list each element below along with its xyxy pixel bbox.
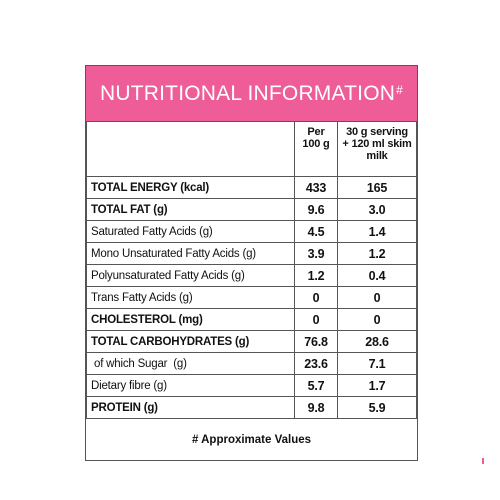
nutrient-value: 0 bbox=[294, 286, 338, 309]
column-header: 30 g serving + 120 ml skim milk bbox=[337, 121, 417, 177]
header-cell bbox=[86, 121, 295, 177]
nutrient-value: 1.2 bbox=[337, 242, 417, 265]
table-row: Saturated Fatty Acids (g) 4.5 1.4 bbox=[86, 220, 417, 243]
nutrient-value: 0 bbox=[337, 286, 417, 309]
nutrient-label: Trans Fatty Acids (g) bbox=[86, 286, 295, 309]
table-row: of which Sugar (g) 23.6 7.1 bbox=[86, 352, 417, 375]
nutrient-label: TOTAL ENERGY (kcal) bbox=[86, 176, 295, 199]
nutrient-value: 1.7 bbox=[337, 374, 417, 397]
header-row: Per 100 g 30 g serving + 120 ml skim mil… bbox=[86, 121, 417, 177]
nutrient-value: 76.8 bbox=[294, 330, 338, 353]
nutrient-value: 3.9 bbox=[294, 242, 338, 265]
nutrient-value: 4.5 bbox=[294, 220, 338, 243]
nutrient-value: 0.4 bbox=[337, 264, 417, 287]
table-row: PROTEIN (g) 9.8 5.9 bbox=[86, 396, 417, 419]
nutrient-value: 165 bbox=[337, 176, 417, 199]
nutrient-value: 28.6 bbox=[337, 330, 417, 353]
nutrient-label: TOTAL FAT (g) bbox=[86, 198, 295, 221]
title-mark: # bbox=[396, 82, 403, 97]
table-row: CHOLESTEROL (mg) 0 0 bbox=[86, 308, 417, 331]
table-row: TOTAL FAT (g) 9.6 3.0 bbox=[86, 198, 417, 221]
nutrition-table: Per 100 g 30 g serving + 120 ml skim mil… bbox=[86, 121, 417, 419]
header: NUTRITIONAL INFORMATION # bbox=[86, 66, 417, 121]
nutrient-label: PROTEIN (g) bbox=[86, 396, 295, 419]
nutrient-value: 7.1 bbox=[337, 352, 417, 375]
nutrient-label: of which Sugar (g) bbox=[86, 352, 295, 375]
table-row: Dietary fibre (g) 5.7 1.7 bbox=[86, 374, 417, 397]
title: NUTRITIONAL INFORMATION bbox=[100, 81, 396, 105]
table-row: Mono Unsaturated Fatty Acids (g) 3.9 1.2 bbox=[86, 242, 417, 265]
nutrient-value: 0 bbox=[337, 308, 417, 331]
nutrient-value: 1.4 bbox=[337, 220, 417, 243]
nutrient-value: 3.0 bbox=[337, 198, 417, 221]
nutrient-label: TOTAL CARBOHYDRATES (g) bbox=[86, 330, 295, 353]
nutrient-value: 5.7 bbox=[294, 374, 338, 397]
nutrient-value: 433 bbox=[294, 176, 338, 199]
nutrient-label: Saturated Fatty Acids (g) bbox=[86, 220, 295, 243]
nutrient-value: 5.9 bbox=[337, 396, 417, 419]
table-row: Polyunsaturated Fatty Acids (g) 1.2 0.4 bbox=[86, 264, 417, 287]
decoration bbox=[482, 458, 484, 464]
nutrient-label: CHOLESTEROL (mg) bbox=[86, 308, 295, 331]
nutrient-label: Polyunsaturated Fatty Acids (g) bbox=[86, 264, 295, 287]
nutrient-value: 9.6 bbox=[294, 198, 338, 221]
nutrient-value: 9.8 bbox=[294, 396, 338, 419]
nutrient-value: 0 bbox=[294, 308, 338, 331]
nutrient-label: Dietary fibre (g) bbox=[86, 374, 295, 397]
nutrient-value: 1.2 bbox=[294, 264, 338, 287]
nutrient-value: 23.6 bbox=[294, 352, 338, 375]
nutrient-label: Mono Unsaturated Fatty Acids (g) bbox=[86, 242, 295, 265]
table-row: TOTAL ENERGY (kcal) 433 165 bbox=[86, 176, 417, 199]
footnote: # Approximate Values bbox=[191, 434, 312, 446]
nutrition-panel: NUTRITIONAL INFORMATION # Per 100 g 30 g … bbox=[85, 65, 418, 461]
table-row: TOTAL CARBOHYDRATES (g) 76.8 28.6 bbox=[86, 330, 417, 353]
table-row: Trans Fatty Acids (g) 0 0 bbox=[86, 286, 417, 309]
column-header: Per 100 g bbox=[294, 121, 338, 177]
